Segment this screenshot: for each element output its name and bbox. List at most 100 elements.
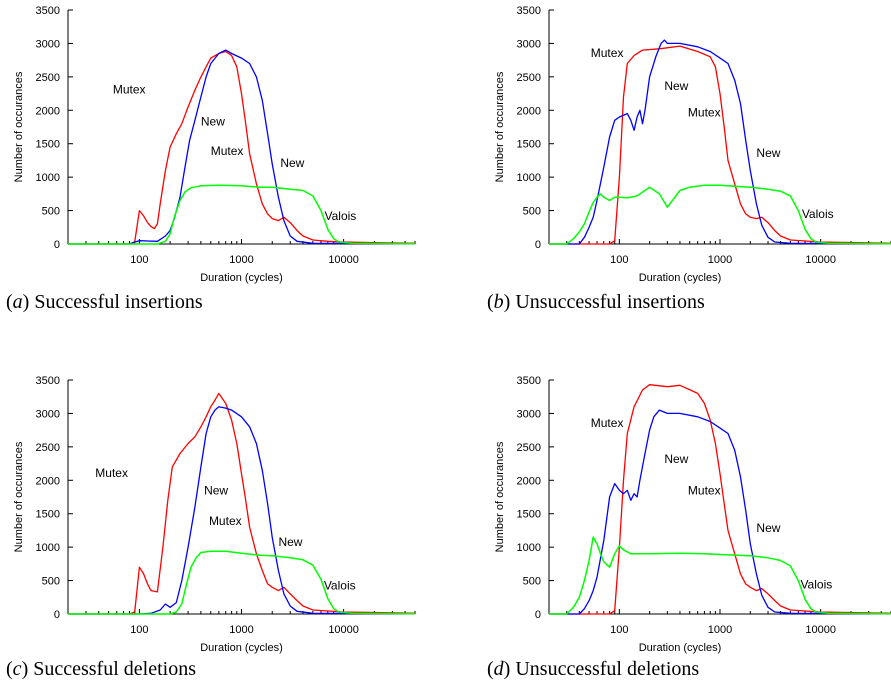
- x-tick-label: 100: [130, 254, 148, 266]
- series-annotation-mutex: Mutex: [209, 514, 242, 528]
- panel-caption: (d) Unsuccessful deletions: [487, 658, 699, 680]
- series-line-new: [549, 39, 891, 245]
- caption-text: Unsuccessful deletions: [515, 658, 699, 680]
- y-tick-label: 3000: [517, 38, 541, 50]
- y-tick-label: 2500: [36, 442, 60, 454]
- caption-open-paren: (: [6, 291, 13, 313]
- x-tick-label: 1000: [229, 624, 253, 636]
- series-line-valois: [68, 550, 416, 615]
- y-tick-label: 1000: [36, 172, 60, 184]
- series-annotation-new: New: [280, 156, 304, 170]
- series-annotation-new: New: [204, 483, 228, 497]
- caption-close-paren: ): [504, 658, 516, 680]
- y-tick-label: 2000: [517, 105, 541, 117]
- panel-caption: (c) Successful deletions: [6, 658, 196, 680]
- caption-open-paren: (: [487, 291, 494, 313]
- x-tick-label: 1000: [708, 624, 732, 636]
- series-annotation-valois: Valois: [802, 207, 834, 221]
- series-annotation-valois: Valois: [325, 209, 357, 223]
- caption-close-paren: ): [23, 291, 35, 313]
- y-tick-label: 1000: [517, 172, 541, 184]
- series-annotation-new: New: [278, 535, 302, 549]
- series-annotation-new: New: [756, 146, 780, 160]
- y-tick-label: 2500: [36, 72, 60, 84]
- y-tick-label: 1500: [36, 139, 60, 151]
- series-line-valois: [549, 536, 891, 615]
- y-tick-label: 0: [54, 239, 60, 251]
- panel-caption: (b) Unsuccessful insertions: [487, 291, 705, 313]
- x-tick-label: 10000: [328, 624, 359, 636]
- y-tick-label: 0: [535, 609, 541, 621]
- caption-text: Unsuccessful insertions: [515, 291, 705, 313]
- caption-letter: d: [494, 658, 505, 680]
- x-tick-label: 1000: [708, 254, 732, 266]
- x-axis-label: Duration (cycles): [639, 642, 722, 654]
- caption-text: Successful deletions: [33, 658, 196, 680]
- series-line-new: [68, 406, 416, 615]
- series-annotation-mutex: Mutex: [688, 105, 721, 119]
- series-annotation-mutex: Mutex: [688, 483, 721, 497]
- caption-open-paren: (: [6, 658, 13, 680]
- caption-text: Successful insertions: [34, 291, 203, 313]
- y-tick-label: 3500: [517, 375, 541, 387]
- series-line-mutex: [68, 392, 416, 615]
- y-axis-label: Number of occurances: [13, 441, 25, 552]
- caption-letter: b: [494, 291, 504, 313]
- chart-panel-d: 0 500 1000 1500 2000 2500 3000 3500 100 1000 10000…: [487, 375, 891, 680]
- panel-caption: (a) Successful insertions: [6, 291, 203, 313]
- y-tick-label: 1000: [517, 542, 541, 554]
- y-tick-label: 0: [54, 609, 60, 621]
- x-tick-label: 100: [610, 624, 628, 636]
- series-annotation-valois: Valois: [324, 578, 356, 592]
- series-annotation-new: New: [664, 452, 688, 466]
- series-line-valois: [549, 184, 891, 245]
- y-tick-label: 1500: [36, 509, 60, 521]
- y-tick-label: 1500: [517, 139, 541, 151]
- caption-open-paren: (: [487, 658, 494, 680]
- y-tick-label: 500: [42, 576, 60, 588]
- series-line-new: [549, 409, 891, 615]
- x-axis-label: Duration (cycles): [639, 272, 722, 284]
- y-axis-label: Number of occurances: [494, 441, 506, 552]
- y-tick-label: 2500: [517, 442, 541, 454]
- series-line-mutex: [549, 384, 891, 615]
- caption-letter: a: [13, 291, 23, 313]
- x-tick-label: 1000: [229, 254, 253, 266]
- series-annotation-mutex: Mutex: [95, 466, 128, 480]
- y-axis-label: Number of occurances: [13, 71, 25, 182]
- y-tick-label: 0: [535, 239, 541, 251]
- chart-panel-c: 0 500 1000 1500 2000 2500 3000 3500 100 1000 10000…: [6, 375, 416, 680]
- series-annotation-mutex: Mutex: [113, 83, 146, 97]
- x-tick-label: 100: [610, 254, 628, 266]
- y-tick-label: 500: [523, 206, 541, 218]
- series-annotation-mutex: Mutex: [591, 46, 624, 60]
- chart-panel-a: 0 500 1000 1500 2000 2500 3000 3500 100 1000 10000…: [6, 5, 416, 313]
- series-line-valois: [68, 184, 416, 245]
- y-tick-label: 2000: [36, 475, 60, 487]
- y-tick-label: 3500: [36, 375, 60, 387]
- caption-letter: c: [13, 658, 22, 680]
- y-tick-label: 3000: [36, 38, 60, 50]
- series-annotation-valois: Valois: [800, 578, 832, 592]
- y-tick-label: 500: [42, 206, 60, 218]
- y-axis-label: Number of occurances: [494, 71, 506, 182]
- y-tick-label: 2000: [517, 475, 541, 487]
- y-tick-label: 2000: [36, 105, 60, 117]
- series-annotation-mutex: Mutex: [591, 416, 624, 430]
- y-tick-label: 1000: [36, 542, 60, 554]
- series-line-new: [68, 49, 416, 245]
- caption-close-paren: ): [22, 658, 34, 680]
- y-tick-label: 1500: [517, 509, 541, 521]
- series-annotation-new: New: [201, 115, 225, 129]
- x-tick-label: 100: [130, 624, 148, 636]
- y-tick-label: 3500: [36, 5, 60, 17]
- series-line-mutex: [549, 45, 891, 245]
- y-tick-label: 3500: [517, 5, 541, 17]
- x-tick-label: 10000: [328, 254, 359, 266]
- x-axis-label: Duration (cycles): [200, 272, 283, 284]
- y-tick-label: 2500: [517, 72, 541, 84]
- y-tick-label: 500: [523, 576, 541, 588]
- x-axis-label: Duration (cycles): [200, 642, 283, 654]
- chart-panel-b: 0 500 1000 1500 2000 2500 3000 3500 100 1000 10000…: [487, 5, 891, 313]
